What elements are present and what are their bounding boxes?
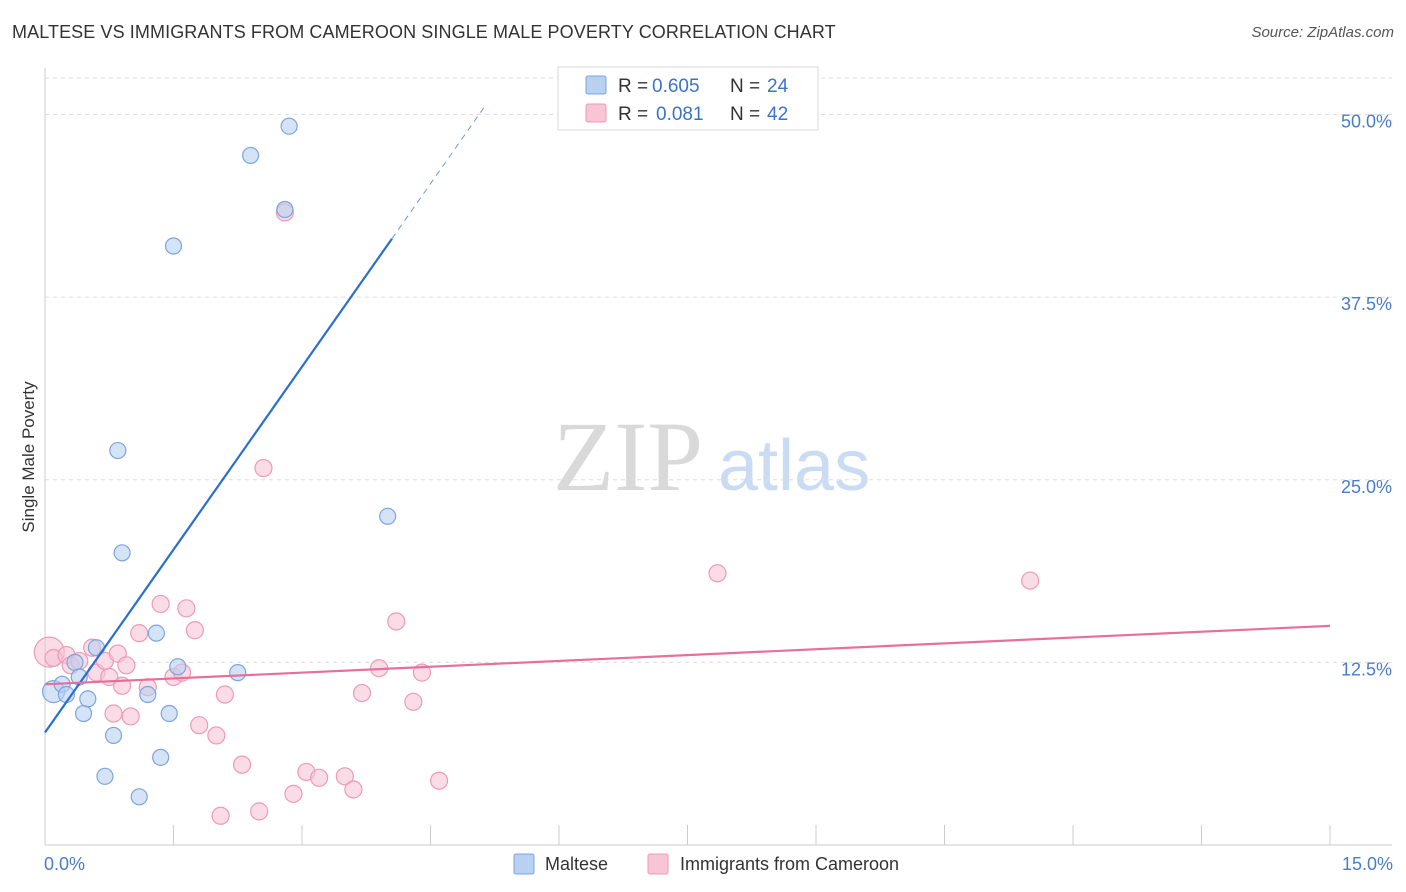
legend-n-value-2: 42 xyxy=(767,104,788,125)
maltese-point xyxy=(109,441,127,460)
cameroon-point xyxy=(404,692,423,711)
y-tick-label: 50.0% xyxy=(1341,112,1392,132)
cameroon-point xyxy=(207,726,226,745)
maltese-point xyxy=(147,624,165,642)
maltese-point xyxy=(164,237,183,255)
y-axis-label: Single Male Poverty xyxy=(19,381,38,533)
cameroon-point xyxy=(335,767,354,786)
cameroon-point xyxy=(215,685,234,704)
legend-r-label-1: R = xyxy=(618,76,648,97)
maltese-point xyxy=(152,748,170,766)
watermark-zip: ZIP xyxy=(553,401,703,512)
cameroon-point xyxy=(190,716,209,735)
bottom-legend-swatch-cameroon xyxy=(647,853,669,875)
cameroon-point xyxy=(387,612,406,631)
y-tick-label: 12.5% xyxy=(1341,659,1392,679)
cameroon-point xyxy=(211,806,230,825)
maltese-point xyxy=(66,653,84,671)
cameroon-point xyxy=(121,707,140,726)
correlation-legend: R = 0.605 N = 24 R = 0.081 N = 42 xyxy=(557,66,819,131)
cameroon-point xyxy=(1021,571,1040,590)
cameroon-point xyxy=(254,458,273,478)
watermark-atlas: atlas xyxy=(718,426,870,506)
cameroon-point xyxy=(151,594,170,614)
cameroon-point xyxy=(177,599,196,618)
maltese-point xyxy=(379,507,397,525)
cameroon-point xyxy=(310,768,329,787)
x-tick-label: 0.0% xyxy=(44,854,85,874)
legend-n-label-1: N = xyxy=(730,76,760,97)
maltese-point xyxy=(169,658,187,676)
cameroon-trend-line xyxy=(44,624,1331,686)
cameroon-point xyxy=(117,656,136,675)
maltese-point xyxy=(79,690,97,708)
maltese-point xyxy=(87,639,106,657)
legend-swatch-pink xyxy=(585,103,607,123)
maltese-point xyxy=(276,200,294,219)
maltese-point xyxy=(130,788,148,806)
legend-n-label-2: N = xyxy=(730,104,760,125)
cameroon-point xyxy=(708,564,727,583)
chart-title: MALTESE VS IMMIGRANTS FROM CAMEROON SING… xyxy=(12,22,836,42)
trend-layer xyxy=(44,104,1331,734)
source-label: Source: ZipAtlas.com xyxy=(1251,24,1394,41)
legend-n-value-1: 24 xyxy=(767,76,789,97)
maltese-point xyxy=(280,117,298,135)
cameroon-point xyxy=(250,802,269,821)
cameroon-point xyxy=(104,704,123,723)
cameroon-point xyxy=(284,784,303,803)
bottom-legend-cameroon: Immigrants from Cameroon xyxy=(680,854,899,874)
maltese-point xyxy=(96,767,114,785)
maltese-point xyxy=(160,704,178,723)
cameroon-point xyxy=(344,780,363,799)
maltese-point xyxy=(229,664,247,682)
cameroon-point xyxy=(232,755,252,774)
legend-r-value-2: 0.081 xyxy=(656,104,704,125)
cameroon-point xyxy=(130,624,149,643)
cameroon-point xyxy=(429,771,449,790)
bottom-legend-maltese: Maltese xyxy=(545,854,608,874)
maltese-trend-extension xyxy=(391,104,487,239)
cameroon-point xyxy=(352,683,372,703)
watermark: ZIP atlas xyxy=(553,401,870,512)
blue-series-points xyxy=(41,117,397,806)
series-legend: Maltese Immigrants from Cameroon xyxy=(513,853,899,875)
y-tick-label: 25.0% xyxy=(1341,477,1392,497)
maltese-point xyxy=(74,704,93,723)
cameroon-point xyxy=(185,621,205,640)
maltese-point xyxy=(139,685,157,704)
maltese-point xyxy=(242,146,260,165)
axis-layer: 12.5% 25.0% 37.5% 50.0% 0.0% 15.0% xyxy=(44,68,1393,874)
y-tick-label: 37.5% xyxy=(1341,294,1392,314)
maltese-point xyxy=(113,544,131,562)
legend-r-value-1: 0.605 xyxy=(652,76,700,97)
maltese-trend-line xyxy=(44,238,393,734)
legend-swatch-blue xyxy=(585,75,607,95)
legend-r-label-2: R = xyxy=(618,104,648,125)
maltese-point xyxy=(104,726,123,745)
bottom-legend-swatch-maltese xyxy=(513,853,535,875)
x-tick-label: 15.0% xyxy=(1342,854,1393,874)
